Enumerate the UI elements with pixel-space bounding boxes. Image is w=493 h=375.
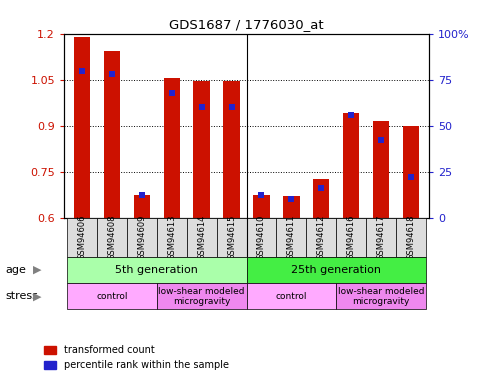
Text: ▶: ▶ <box>33 291 41 301</box>
Text: GSM94609: GSM94609 <box>138 214 146 260</box>
Bar <box>134 195 150 217</box>
Text: stress: stress <box>5 291 38 301</box>
Text: GSM94613: GSM94613 <box>167 214 176 260</box>
Point <box>228 104 236 110</box>
Bar <box>67 217 97 257</box>
Point <box>138 192 146 198</box>
Bar <box>164 78 180 218</box>
Title: GDS1687 / 1776030_at: GDS1687 / 1776030_at <box>169 18 324 31</box>
Point <box>168 90 176 96</box>
Bar <box>223 81 240 218</box>
Bar <box>246 283 336 309</box>
Bar <box>67 283 157 309</box>
Point <box>287 196 295 202</box>
Bar <box>403 126 419 218</box>
Bar <box>104 51 120 217</box>
Bar <box>253 195 270 217</box>
Text: GSM94606: GSM94606 <box>77 214 87 260</box>
Point <box>108 71 116 77</box>
Point <box>257 192 265 198</box>
Bar <box>157 217 187 257</box>
Text: GSM94618: GSM94618 <box>406 214 416 260</box>
Text: control: control <box>276 292 307 301</box>
Bar <box>193 81 210 218</box>
Point <box>377 137 385 143</box>
Text: age: age <box>5 265 26 275</box>
Bar <box>246 217 277 257</box>
Text: GSM94611: GSM94611 <box>287 214 296 260</box>
Bar <box>336 283 426 309</box>
Bar <box>216 217 246 257</box>
Text: 5th generation: 5th generation <box>115 265 198 275</box>
Text: GSM94608: GSM94608 <box>107 214 116 260</box>
Bar <box>127 217 157 257</box>
Bar <box>74 37 90 218</box>
Point <box>407 174 415 180</box>
Point <box>78 68 86 74</box>
Text: GSM94616: GSM94616 <box>347 214 355 260</box>
Bar <box>313 179 329 218</box>
Bar <box>277 217 306 257</box>
Bar <box>343 113 359 218</box>
Bar <box>396 217 426 257</box>
Point <box>198 104 206 110</box>
Bar <box>67 257 246 283</box>
Point <box>317 185 325 191</box>
Bar <box>283 196 300 217</box>
Text: control: control <box>96 292 128 301</box>
Legend: transformed count, percentile rank within the sample: transformed count, percentile rank withi… <box>44 345 229 370</box>
Bar <box>97 217 127 257</box>
Bar <box>187 217 216 257</box>
Bar <box>246 257 426 283</box>
Text: GSM94614: GSM94614 <box>197 214 206 260</box>
Bar <box>306 217 336 257</box>
Point <box>347 112 355 118</box>
Bar <box>336 217 366 257</box>
Text: GSM94617: GSM94617 <box>377 214 386 260</box>
Text: GSM94615: GSM94615 <box>227 214 236 260</box>
Text: GSM94612: GSM94612 <box>317 214 326 260</box>
Bar <box>157 283 246 309</box>
Text: low-shear modeled
microgravity: low-shear modeled microgravity <box>158 286 245 306</box>
Bar <box>366 217 396 257</box>
Text: ▶: ▶ <box>33 265 41 275</box>
Text: GSM94610: GSM94610 <box>257 214 266 260</box>
Text: low-shear modeled
microgravity: low-shear modeled microgravity <box>338 286 424 306</box>
Text: 25th generation: 25th generation <box>291 265 381 275</box>
Bar <box>373 121 389 218</box>
